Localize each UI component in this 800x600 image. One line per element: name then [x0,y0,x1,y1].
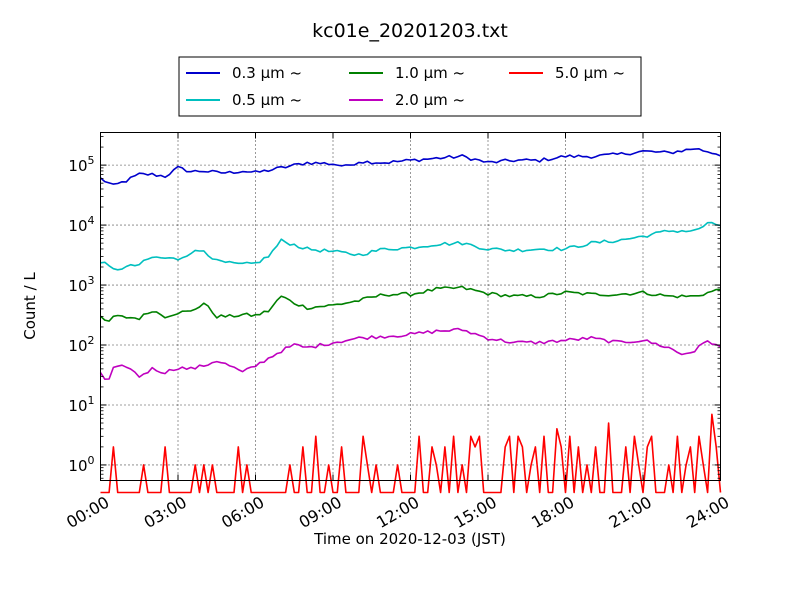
x-tick-label: 06:00 [218,493,267,533]
series-layer [99,148,722,494]
legend-label: 5.0 μm ~ [555,64,625,82]
y-tick-label: 104 [68,214,94,235]
legend-frame [178,56,642,117]
axis-ticks [100,132,721,481]
x-tick-label: 21:00 [606,493,655,533]
y-tick-label: 100 [68,454,94,475]
y-tick-label: 105 [68,154,94,175]
legend-label: 2.0 μm ~ [395,91,465,109]
x-tick-label: 18:00 [528,493,577,533]
legend-label: 1.0 μm ~ [395,64,465,82]
series-line-50 [100,413,722,494]
y-tick-label: 103 [68,274,94,295]
y-tick-label: 101 [68,394,94,415]
legend-label: 0.3 μm ~ [232,64,302,82]
y-tick-labels: 100 101 102 103 104 105 [68,154,94,475]
grid-lines [100,132,721,481]
chart-title: kc01e_20201203.txt [312,20,508,42]
x-axis-label: Time on 2020-12-03 (JST) [313,530,506,548]
series-line-20 [99,327,721,380]
chart-legend: 0.3 μm ~ 1.0 μm ~ 5.0 μm ~ 0.5 μm ~ 2.0 μm ~ [178,56,642,117]
series-line-03 [99,148,721,185]
x-tick-label: 24:00 [683,493,732,533]
x-tick-label: 03:00 [141,493,190,533]
series-line-10 [99,285,721,322]
x-tick-label: 00:00 [63,493,112,533]
x-tick-labels: 00:00 03:00 06:00 09:00 12:00 15:00 18:00 21:00… [63,493,732,533]
y-tick-label: 102 [68,334,94,355]
x-tick-label: 12:00 [373,493,422,533]
x-tick-label: 15:00 [451,493,500,533]
x-tick-label: 09:00 [296,493,345,533]
legend-label: 0.5 μm ~ [232,91,302,109]
y-axis-label: Count / L [21,272,39,340]
series-line-05 [100,221,721,271]
